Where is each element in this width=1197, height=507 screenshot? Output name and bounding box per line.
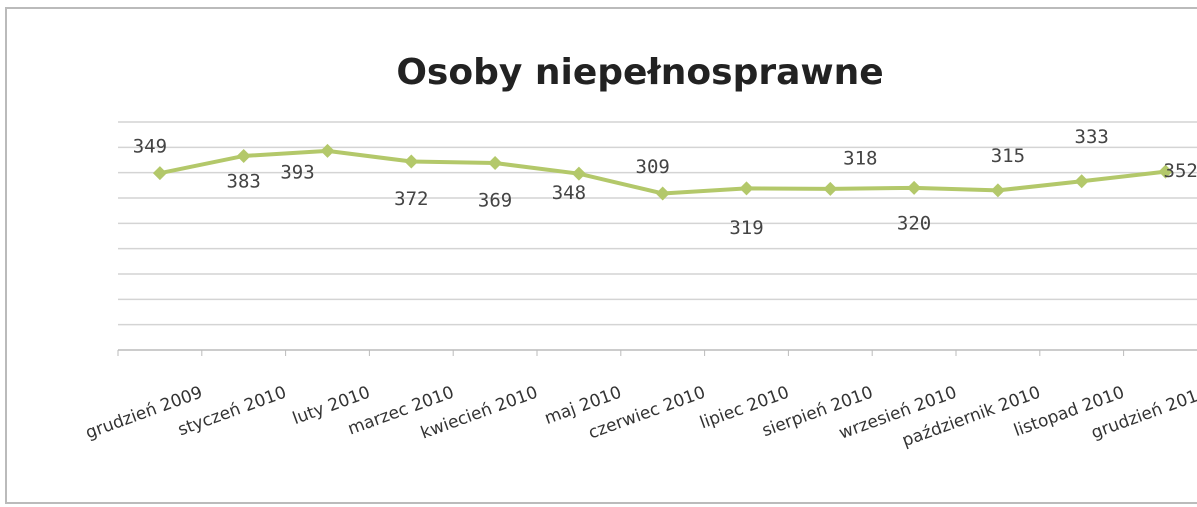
data-label: 333 — [1075, 126, 1109, 148]
data-label: 372 — [394, 188, 428, 210]
marker — [571, 166, 586, 181]
marker — [236, 148, 251, 163]
data-label: 309 — [636, 156, 670, 178]
marker — [320, 143, 335, 158]
data-label: 315 — [991, 145, 1025, 167]
marker — [739, 181, 754, 196]
data-label: 352 — [1164, 160, 1197, 182]
marker — [907, 180, 922, 195]
marker — [488, 156, 503, 171]
chart-frame — [5, 7, 1197, 504]
data-label: 320 — [897, 212, 931, 234]
data-label: 383 — [227, 170, 261, 192]
data-label: 348 — [552, 182, 586, 204]
data-label: 318 — [843, 147, 877, 169]
marker — [655, 186, 670, 201]
marker — [1074, 174, 1089, 189]
marker — [152, 166, 167, 181]
marker — [990, 183, 1005, 198]
marker — [1158, 164, 1173, 179]
chart-title: Osoby niepełnosprawne — [396, 52, 883, 93]
marker — [404, 154, 419, 169]
data-label: 369 — [478, 190, 512, 212]
data-label: 349 — [133, 136, 167, 158]
data-label: 319 — [729, 217, 763, 239]
data-label: 393 — [280, 161, 314, 183]
marker — [823, 181, 838, 196]
